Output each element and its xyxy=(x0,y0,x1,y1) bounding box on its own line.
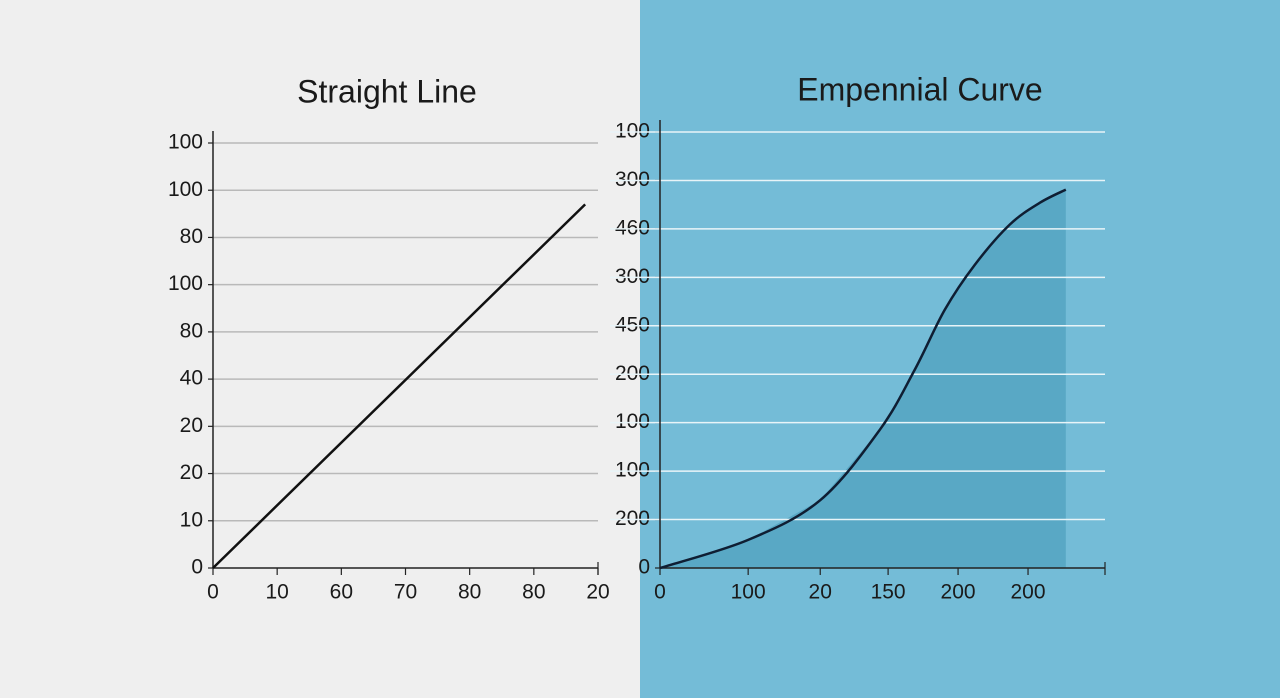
y-tick-label: 460 xyxy=(615,216,650,239)
y-tick-label: 20 xyxy=(180,414,203,437)
y-tick-label: 20 xyxy=(180,461,203,484)
y-tick-label: 100 xyxy=(615,120,650,143)
y-tick-label: 100 xyxy=(615,459,650,482)
y-tick-label: 450 xyxy=(615,313,650,336)
y-tick-label: 40 xyxy=(180,367,203,390)
data-line xyxy=(659,188,1067,570)
x-tick-label: 0 xyxy=(654,581,666,604)
y-tick-label: 100 xyxy=(168,178,203,201)
data-line xyxy=(212,203,587,569)
y-tick-label: 10 xyxy=(180,508,203,531)
area-fill xyxy=(660,189,1066,568)
y-tick-label: 80 xyxy=(180,319,203,342)
y-tick-label: 300 xyxy=(615,168,650,191)
y-tick-label: 80 xyxy=(180,225,203,248)
x-tick-label: 100 xyxy=(731,581,766,604)
x-tick-label: 80 xyxy=(458,581,481,604)
x-tick-label: 20 xyxy=(586,581,609,604)
y-tick-label: 300 xyxy=(615,265,650,288)
x-tick-label: 20 xyxy=(809,581,832,604)
y-tick-label: 100 xyxy=(168,131,203,154)
x-tick-label: 150 xyxy=(871,581,906,604)
x-tick-label: 80 xyxy=(522,581,545,604)
x-tick-label: 200 xyxy=(1011,581,1046,604)
x-tick-label: 70 xyxy=(394,581,417,604)
x-tick-label: 60 xyxy=(330,581,353,604)
y-tick-label: 200 xyxy=(615,362,650,385)
chart-title: Straight Line xyxy=(297,73,477,109)
chart-title: Empennial Curve xyxy=(797,71,1042,107)
y-tick-label: 0 xyxy=(191,556,203,579)
left-panel xyxy=(0,0,640,698)
x-tick-label: 0 xyxy=(207,581,219,604)
y-tick-label: 100 xyxy=(615,410,650,433)
x-tick-label: 10 xyxy=(265,581,288,604)
x-tick-label: 200 xyxy=(941,581,976,604)
y-tick-label: 0 xyxy=(638,556,650,579)
y-tick-label: 100 xyxy=(168,272,203,295)
y-tick-label: 200 xyxy=(615,507,650,530)
